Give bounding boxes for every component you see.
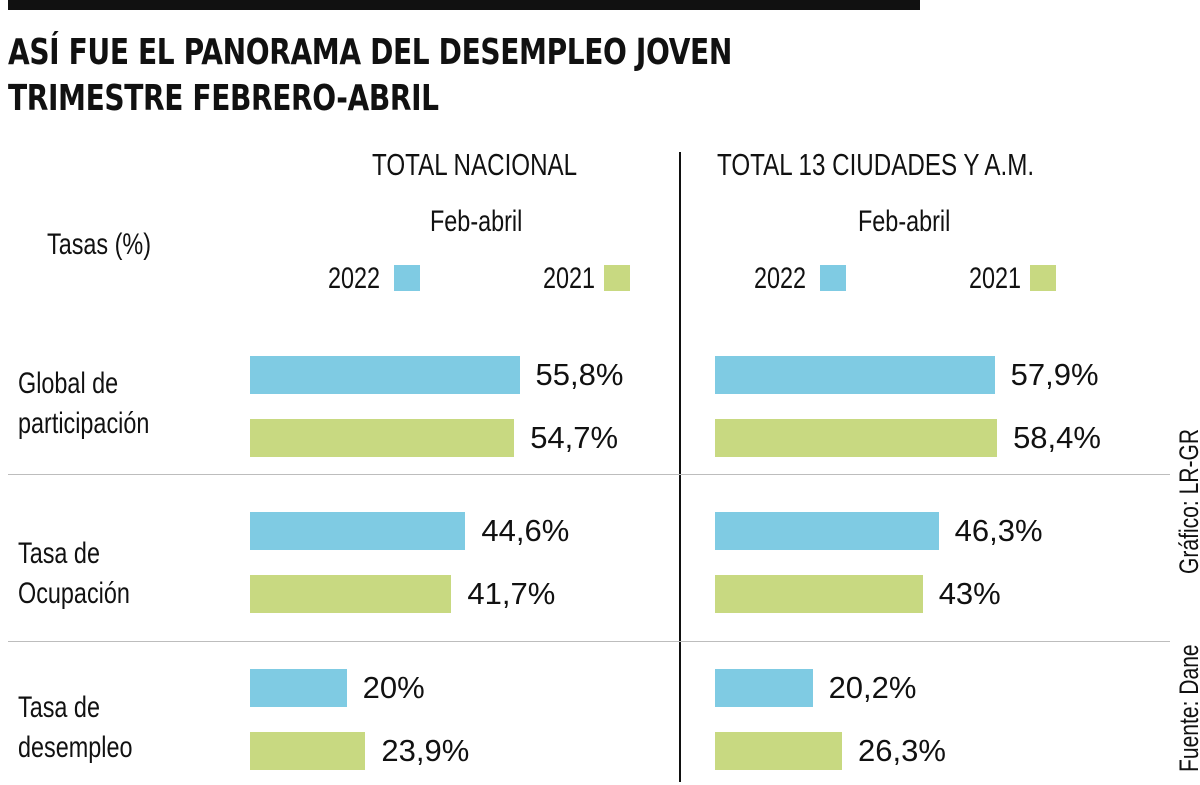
- value-label-panel-1-occupation-2022: 44,6%: [481, 513, 570, 548]
- bar-panel-1-occupation-2021: [250, 575, 452, 613]
- panel-1-legend-2021-swatch: [604, 265, 630, 291]
- panel-2-header: TOTAL 13 CIUDADES Y A.M.: [717, 147, 1035, 182]
- bar-panel-2-unemployment-2021: [715, 732, 843, 770]
- panel-2-legend-2022-label: 2022: [754, 262, 807, 295]
- value-label-panel-2-unemployment-2022: 20,2%: [828, 670, 917, 705]
- panel-1-legend-2021-label: 2021: [543, 262, 596, 295]
- panel-1-legend-2022-label: 2022: [328, 262, 381, 295]
- category-label-unemployment: Tasa de desempleo: [18, 691, 133, 764]
- panel-2-legend-2021-label: 2021: [969, 262, 1022, 295]
- bar-panel-2-participation-2022: [715, 356, 995, 394]
- panel-2-period: Feb-abril: [858, 205, 951, 238]
- panel-divider: [679, 152, 681, 782]
- category-label-participation: Global de participación: [18, 367, 150, 440]
- bar-panel-1-participation-2021: [250, 419, 515, 457]
- bar-panel-2-participation-2021: [715, 419, 998, 457]
- bar-panel-1-unemployment-2022: [250, 669, 347, 707]
- bar-panel-1-participation-2022: [250, 356, 520, 394]
- value-label-panel-2-occupation-2021: 43%: [938, 576, 1001, 611]
- panel-1-header: TOTAL NACIONAL: [372, 147, 578, 182]
- title-line-2: TRIMESTRE FEBRERO-ABRIL: [8, 78, 439, 119]
- title-line-1: ASÍ FUE EL PANORAMA DEL DESEMPLEO JOVEN: [8, 32, 732, 73]
- value-label-panel-1-participation-2021: 54,7%: [530, 420, 619, 455]
- chart-title: ASÍ FUE EL PANORAMA DEL DESEMPLEO JOVEN …: [8, 30, 1008, 122]
- panel-1-period: Feb-abril: [430, 205, 523, 238]
- value-label-panel-1-occupation-2021: 41,7%: [467, 576, 556, 611]
- panel-1-legend-2022-swatch: [394, 265, 420, 291]
- rates-label: Tasas (%): [47, 228, 152, 261]
- value-label-panel-2-participation-2022: 57,9%: [1010, 357, 1099, 392]
- top-rule: [8, 0, 920, 10]
- value-label-panel-2-unemployment-2021: 26,3%: [858, 733, 946, 768]
- graphic-credit: Gráfico: LR-GR: [1174, 428, 1200, 574]
- panel-2-legend-2021-swatch: [1030, 265, 1056, 291]
- value-label-panel-1-unemployment-2021: 23,9%: [381, 733, 470, 768]
- row-divider-2: [8, 641, 1170, 642]
- panel-2-legend-2022-swatch: [820, 265, 846, 291]
- bar-panel-2-occupation-2021: [715, 575, 923, 613]
- row-divider-1: [8, 474, 1170, 475]
- bar-panel-1-unemployment-2021: [250, 732, 366, 770]
- bar-panel-1-occupation-2022: [250, 512, 466, 550]
- category-label-occupation: Tasa de Ocupación: [18, 537, 130, 610]
- bar-panel-2-occupation-2022: [715, 512, 939, 550]
- value-label-panel-2-occupation-2022: 46,3%: [954, 513, 1043, 548]
- value-label-panel-1-unemployment-2022: 20%: [362, 670, 425, 705]
- value-label-panel-2-participation-2021: 58,4%: [1013, 420, 1101, 455]
- bar-panel-2-unemployment-2022: [715, 669, 813, 707]
- value-label-panel-1-participation-2022: 55,8%: [535, 357, 624, 392]
- source-credit: Fuente: Dane: [1174, 644, 1200, 772]
